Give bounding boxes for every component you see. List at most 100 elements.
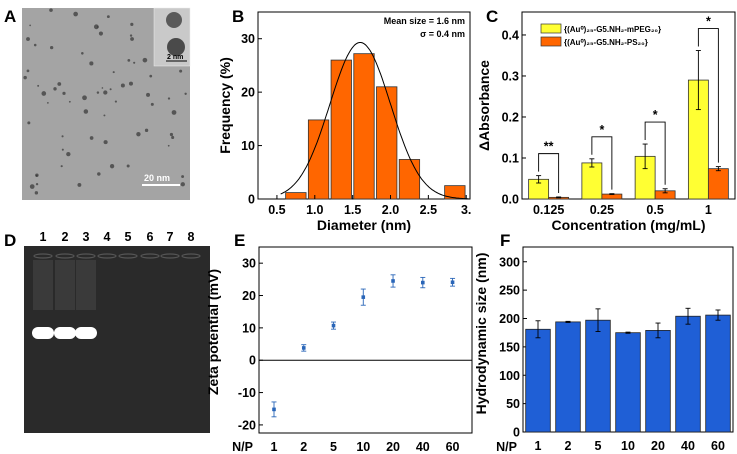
significance-bracket	[591, 136, 613, 190]
gel-well	[160, 253, 180, 259]
y-tick-label: 100	[499, 369, 520, 383]
nanoparticle	[103, 90, 108, 95]
nanoparticle	[103, 114, 106, 117]
nanoparticle	[136, 131, 141, 137]
nanoparticle	[179, 69, 183, 73]
x-tick-label: 40	[416, 440, 430, 454]
nanoparticle	[101, 87, 104, 89]
significance-marker: *	[653, 108, 658, 122]
x-tick-label: 1	[271, 440, 278, 454]
annotation-mean: Mean size = 1.6 nm	[384, 16, 465, 26]
nanoparticle	[103, 140, 108, 145]
bar	[675, 315, 701, 433]
nanoparticle	[41, 91, 47, 96]
legend-swatch	[540, 23, 562, 34]
lane-label: 3	[83, 230, 90, 244]
y-tick-label: 20	[242, 289, 256, 303]
nanoparticle	[73, 11, 78, 17]
legend-swatch	[540, 36, 562, 47]
x-tick-label: 5	[595, 439, 602, 453]
nanoparticle	[26, 37, 30, 41]
nanoparticle	[114, 100, 117, 103]
nanoparticle	[133, 61, 136, 64]
nanoparticle	[98, 31, 103, 36]
data-point	[301, 346, 306, 350]
y-tick-label: 300	[499, 255, 520, 269]
panel-f: F 0 50 100 150 200 250 300 1 2 5 10 20 40 60 N/P Hydrod…	[473, 231, 734, 454]
x-tick-label: 60	[711, 439, 725, 453]
nanoparticle	[50, 45, 54, 50]
nanoparticle	[60, 165, 63, 168]
x-tick-label: 2.5	[420, 203, 437, 217]
lane-label: 2	[62, 230, 69, 244]
nanoparticle	[109, 164, 115, 169]
nanoparticle	[61, 135, 64, 138]
dna-band	[32, 327, 54, 339]
nanoparticle	[171, 135, 175, 139]
nanoparticle	[128, 81, 133, 86]
panel-a: A 2 nm 20 nm	[4, 7, 191, 200]
bar	[705, 314, 731, 433]
histogram-bar	[353, 53, 375, 200]
data-point	[272, 407, 276, 412]
data-point	[420, 280, 425, 285]
plot-frame	[258, 246, 473, 434]
y-tick-label: -10	[238, 386, 256, 400]
panel-c: C 0.0 0.1 0.2 0.3 0.4 ** 0.125 * 0.25 * 0.5 * 1 {(Au⁰…	[476, 7, 736, 233]
x-axis-label: Concentration (mg/mL)	[552, 217, 706, 233]
scale-bar-label: 20 nm	[144, 173, 170, 183]
y-tick-label: 0	[248, 193, 255, 207]
x-tick-label: 2	[565, 439, 572, 453]
x-tick-label: 20	[651, 439, 665, 453]
histogram-bar	[376, 86, 398, 200]
nanoparticle	[130, 37, 134, 41]
gel-smear	[33, 260, 53, 310]
panel-label-b: B	[232, 7, 244, 26]
y-tick-label: 0.4	[502, 28, 519, 42]
lane-label: 8	[188, 230, 195, 244]
x-tick-label: 2	[300, 440, 307, 454]
data-point	[331, 323, 336, 328]
x-tick-label: 0.5	[646, 203, 663, 217]
lane-label: 1	[40, 230, 47, 244]
nanoparticle	[127, 58, 131, 62]
panel-label-f: F	[500, 231, 510, 250]
x-tick-label: 1	[705, 203, 712, 217]
inset-particle	[167, 38, 185, 56]
gel-well	[118, 253, 138, 259]
nanoparticle	[29, 184, 35, 189]
nanoparticle	[23, 75, 27, 80]
nanoparticle	[112, 71, 115, 74]
panel-label-e: E	[234, 231, 245, 250]
nanoparticle	[129, 34, 133, 37]
nanoparticle	[126, 164, 130, 168]
histogram-bar	[307, 119, 330, 200]
y-axis-label: Frequency (%)	[217, 57, 233, 153]
gel-well	[140, 253, 160, 259]
nanoparticle	[180, 182, 185, 187]
bar	[615, 332, 641, 433]
nanoparticle	[68, 100, 71, 103]
x-tick-label: 2.0	[382, 203, 399, 217]
gel-smear	[55, 260, 75, 310]
panel-label-d: D	[4, 231, 16, 250]
nanoparticle-dots	[23, 8, 187, 195]
y-tick-label: 10	[242, 321, 256, 335]
nanoparticle	[142, 57, 148, 63]
x-tick-label: 10	[356, 440, 370, 454]
nanoparticle	[83, 109, 89, 114]
y-tick-label: 200	[499, 312, 520, 326]
histogram-bar	[444, 185, 466, 200]
significance-bracket	[538, 153, 560, 193]
nanoparticle	[97, 172, 101, 176]
nanoparticle	[167, 144, 170, 147]
nanoparticle	[171, 110, 177, 115]
nanoparticle	[181, 175, 185, 179]
y-axis-label: Zeta potential (mV)	[205, 269, 221, 395]
gel-well	[33, 253, 53, 259]
panel-e: E -20 -10 0 10 20 30 1 2 5 10 20 40 60 N/P Zeta potent…	[205, 231, 473, 454]
y-tick-label: 0.1	[502, 151, 519, 165]
gel-well	[55, 253, 75, 259]
